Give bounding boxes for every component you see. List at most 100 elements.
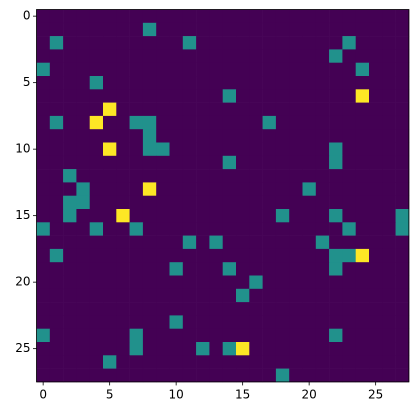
cell — [275, 302, 290, 316]
cell — [222, 169, 237, 183]
cell — [142, 302, 157, 316]
cell — [196, 342, 210, 356]
cell — [156, 315, 170, 329]
cell — [302, 76, 317, 90]
cell — [142, 368, 157, 383]
cell — [289, 222, 303, 236]
cell — [103, 22, 117, 37]
cell — [103, 368, 117, 383]
cell — [36, 36, 51, 50]
cell — [209, 195, 223, 210]
cell — [76, 9, 90, 24]
cell — [315, 182, 330, 196]
cell — [196, 288, 210, 303]
cell — [395, 76, 410, 90]
cell — [355, 288, 370, 303]
cell — [49, 368, 64, 383]
cell — [129, 328, 144, 343]
cell — [315, 315, 330, 329]
cell — [76, 342, 90, 356]
cell — [315, 209, 330, 223]
cell — [236, 275, 250, 290]
cell — [63, 288, 77, 303]
cell — [275, 49, 290, 63]
cell — [209, 142, 223, 157]
cell — [302, 262, 317, 276]
cell — [249, 288, 263, 303]
cell — [355, 302, 370, 316]
cell — [36, 275, 51, 290]
cell — [89, 129, 104, 143]
cell — [395, 209, 410, 223]
cell — [289, 368, 303, 383]
cell — [196, 275, 210, 290]
cell — [382, 155, 396, 170]
cell — [116, 262, 130, 276]
cell — [63, 302, 77, 316]
cell — [182, 275, 197, 290]
cell — [262, 115, 277, 130]
cell — [142, 76, 157, 90]
cell — [302, 302, 317, 316]
cell — [275, 222, 290, 236]
cell — [169, 222, 184, 236]
cell — [315, 9, 330, 24]
cell — [302, 328, 317, 343]
cell — [275, 182, 290, 196]
cell — [395, 328, 410, 343]
cell — [76, 275, 90, 290]
cell — [342, 155, 356, 170]
cell — [156, 9, 170, 24]
cell — [103, 49, 117, 63]
cell — [302, 36, 317, 50]
cell — [355, 368, 370, 383]
cell — [342, 302, 356, 316]
cell — [142, 195, 157, 210]
cell — [63, 9, 77, 24]
cell — [156, 129, 170, 143]
cell — [342, 355, 356, 369]
cell — [262, 275, 277, 290]
cell — [89, 235, 104, 250]
cell — [249, 155, 263, 170]
cell — [103, 248, 117, 263]
cell — [209, 62, 223, 77]
cell — [342, 129, 356, 143]
cell — [249, 22, 263, 37]
cell — [369, 368, 383, 383]
cell — [49, 275, 64, 290]
cell — [169, 355, 184, 369]
cell — [36, 115, 51, 130]
cell — [355, 342, 370, 356]
cell — [182, 62, 197, 77]
cell — [129, 195, 144, 210]
cell — [142, 142, 157, 157]
cell — [89, 169, 104, 183]
cell — [395, 169, 410, 183]
cell — [156, 115, 170, 130]
cell — [196, 9, 210, 24]
cell — [196, 36, 210, 50]
cell — [89, 342, 104, 356]
cell — [169, 36, 184, 50]
cell — [89, 209, 104, 223]
cell — [76, 222, 90, 236]
cell — [289, 142, 303, 157]
cell — [382, 275, 396, 290]
cell — [209, 9, 223, 24]
cell — [116, 36, 130, 50]
cell — [142, 115, 157, 130]
cell — [169, 49, 184, 63]
cell — [63, 195, 77, 210]
cell — [116, 182, 130, 196]
cell — [275, 62, 290, 77]
cell — [196, 155, 210, 170]
cell — [156, 89, 170, 103]
cell — [129, 62, 144, 77]
cell — [236, 209, 250, 223]
y-tick-label: 15 — [15, 208, 30, 222]
cell — [275, 155, 290, 170]
cell — [249, 328, 263, 343]
cell — [103, 302, 117, 316]
